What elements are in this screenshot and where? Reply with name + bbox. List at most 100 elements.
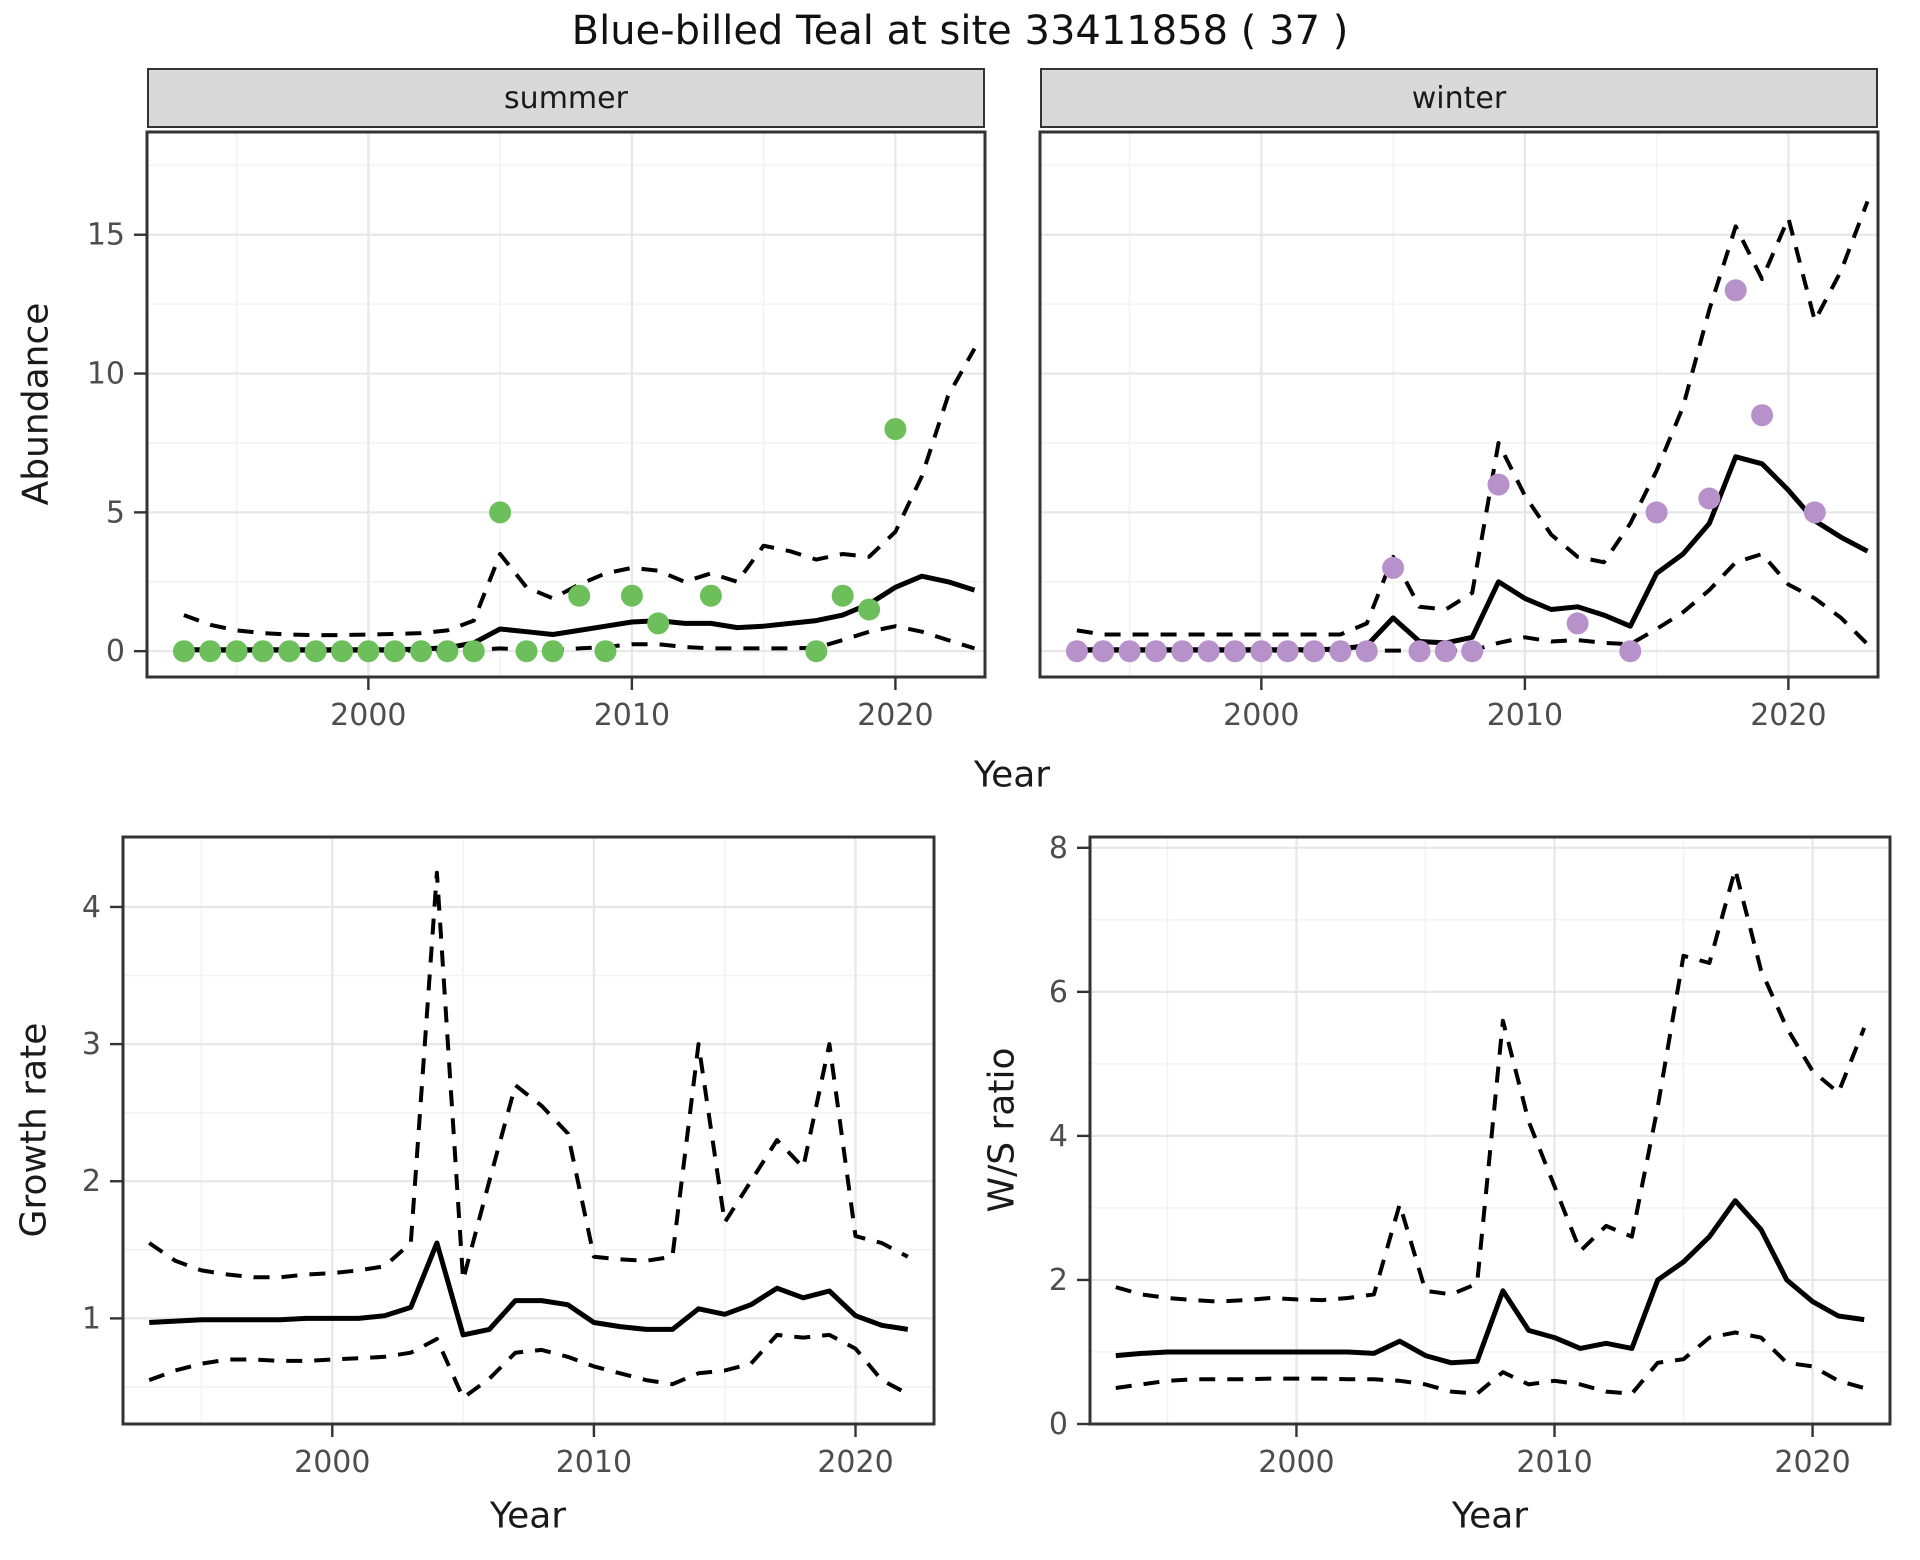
x-tick-label: 2020 <box>857 698 933 733</box>
panel-ws-ratio: 2000 2010 2020 0 2 4 6 8 <box>1049 831 1892 1480</box>
data-point <box>1171 640 1194 663</box>
panel-border <box>1088 835 1892 1426</box>
x-tick-label: 2010 <box>1487 698 1563 733</box>
data-point <box>1329 640 1352 663</box>
data-point <box>884 418 907 441</box>
y-tick-label: 5 <box>106 495 125 530</box>
data-point <box>225 640 248 663</box>
x-axis-title-year-top: Year <box>973 754 1051 796</box>
data-point <box>1144 640 1167 663</box>
data-point <box>1645 501 1668 524</box>
x-tick-label: 2020 <box>1774 1445 1850 1480</box>
data-point <box>620 584 643 607</box>
x-axis-title-year-growth: Year <box>489 1495 567 1537</box>
gridlines-minor <box>1040 132 1878 677</box>
x-tick-label: 2010 <box>1516 1445 1592 1480</box>
data-point <box>1118 640 1141 663</box>
y-tick-label: 8 <box>1049 831 1068 866</box>
data-point <box>1250 640 1273 663</box>
data-point <box>278 640 301 663</box>
data-point <box>199 640 222 663</box>
axis-ticks: 2000 2010 2020 0 5 10 15 <box>87 218 934 733</box>
data-point <box>172 640 195 663</box>
facet-strip-winter-label: winter <box>1411 80 1507 116</box>
data-point <box>410 640 433 663</box>
data-point <box>831 584 854 607</box>
y-tick-label: 2 <box>1049 1263 1068 1298</box>
axis-ticks: 2000 2010 2020 <box>1223 677 1827 733</box>
data-point <box>699 584 722 607</box>
data-point <box>515 640 538 663</box>
gridlines-minor <box>147 132 985 677</box>
data-point <box>1276 640 1299 663</box>
data-point <box>805 640 828 663</box>
axis-ticks: 2000 2010 2020 1 2 3 4 <box>82 890 894 1480</box>
upper-ci-line <box>1115 867 1867 1304</box>
x-tick-label: 2010 <box>556 1445 632 1480</box>
y-tick-label: 1 <box>82 1301 101 1336</box>
data-point <box>1092 640 1115 663</box>
data-point <box>1224 640 1246 663</box>
y-tick-label: 0 <box>106 634 125 669</box>
data-point <box>489 501 512 524</box>
data-point <box>647 612 670 635</box>
y-tick-label: 3 <box>82 1027 101 1062</box>
data-point <box>1619 640 1642 663</box>
lower-ci-line <box>148 1332 909 1400</box>
y-axis-title-abundance: Abundance <box>15 302 57 506</box>
observed-summer-points <box>172 418 907 663</box>
panel-background <box>1090 837 1890 1424</box>
y-tick-label: 10 <box>87 357 125 392</box>
facet-strip-summer: summer <box>147 68 985 128</box>
x-tick-label: 2000 <box>1223 698 1299 733</box>
x-axis-title-year-ws: Year <box>1451 1495 1529 1537</box>
data-point <box>1751 404 1774 427</box>
x-tick-label: 2020 <box>817 1445 893 1480</box>
data-point <box>1803 501 1826 524</box>
upper-ci-line <box>183 347 977 638</box>
gridlines-minor <box>1090 837 1890 1424</box>
median-line <box>1115 1198 1865 1366</box>
y-tick-label: 4 <box>1049 1119 1068 1154</box>
plot-title: Blue-billed Teal at site 33411858 ( 37 ) <box>571 8 1349 54</box>
data-point <box>1487 473 1510 496</box>
data-point <box>1065 640 1088 663</box>
data-point <box>568 584 591 607</box>
data-point <box>1461 640 1484 663</box>
lower-ci-line <box>1115 1330 1865 1396</box>
panel-growth-rate: 2000 2010 2020 1 2 3 4 <box>82 835 936 1480</box>
data-point <box>1566 612 1589 635</box>
x-tick-label: 2000 <box>330 698 406 733</box>
y-tick-label: 2 <box>82 1164 101 1199</box>
y-tick-label: 15 <box>87 218 125 253</box>
data-point <box>1355 640 1378 663</box>
data-point <box>1698 487 1721 510</box>
panel-background <box>147 132 985 677</box>
data-point <box>436 640 459 663</box>
axis-ticks: 2000 2010 2020 0 2 4 6 8 <box>1049 831 1851 1480</box>
data-point <box>594 640 617 663</box>
data-point <box>1408 640 1431 663</box>
y-axis-title-growth: Growth rate <box>13 1022 55 1238</box>
data-point <box>1197 640 1220 663</box>
panel-background <box>1040 132 1878 677</box>
y-tick-label: 4 <box>82 890 101 925</box>
data-point <box>1434 640 1457 663</box>
y-axis-title-ws: W/S ratio <box>981 1047 1023 1213</box>
facet-strip-winter: winter <box>1040 68 1878 128</box>
upper-ci-line <box>1076 200 1870 637</box>
data-point <box>1724 279 1747 302</box>
series-lines <box>1115 867 1867 1396</box>
y-tick-label: 6 <box>1049 975 1068 1010</box>
x-tick-label: 2010 <box>594 698 670 733</box>
data-point <box>331 640 353 663</box>
panel-border <box>1038 130 1880 679</box>
data-point <box>357 640 380 663</box>
panel-abundance-winter: 2000 2010 2020 <box>1038 130 1880 733</box>
panel-border <box>121 835 936 1426</box>
data-point <box>383 640 406 663</box>
median-line <box>149 1240 909 1338</box>
x-tick-label: 2020 <box>1750 698 1826 733</box>
data-point <box>1303 640 1326 663</box>
